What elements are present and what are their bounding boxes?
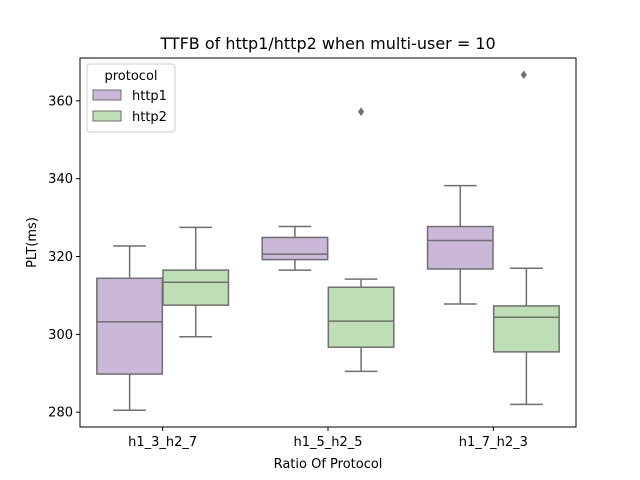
box-body [426,225,494,270]
y-axis: 280 300 320 340 360 [48,94,80,421]
x-tick-label: h1_3_h2_7 [128,435,197,450]
x-tick-label: h1_7_h2_3 [459,435,528,450]
legend-swatch-http1 [92,89,122,101]
legend-title: protocol [104,69,157,84]
box-body [96,277,164,375]
box-body [492,305,560,353]
box-http2-h1_5_h2_5 [327,107,395,373]
x-axis-title: Ratio Of Protocol [274,457,383,472]
legend-swatch-http2 [92,110,122,122]
y-axis-title: PLT(ms) [25,217,40,268]
plot-area [96,70,560,412]
box-body [162,269,230,306]
legend-label-http2: http2 [132,110,167,125]
box-http1-h1_3_h2_7 [96,245,164,412]
x-tick-label: h1_5_h2_5 [293,435,362,450]
y-tick-label: 360 [48,94,73,109]
chart-title: TTFB of http1/http2 when multi-user = 10 [159,34,495,53]
box-body [261,236,329,261]
box-body [327,286,395,348]
box-http1-h1_5_h2_5 [261,225,329,271]
box-http2-h1_3_h2_7 [162,226,230,338]
box-http2-h1_7_h2_3 [492,267,560,406]
y-tick-label: 320 [48,250,73,265]
y-tick-label: 340 [48,172,73,187]
legend: protocol http1 http2 [86,63,176,133]
box-http1-h1_7_h2_3 [426,184,494,305]
x-axis: h1_3_h2_7 h1_5_h2_5 h1_7_h2_3 [128,427,528,450]
outlier-point [357,107,365,116]
y-tick-label: 280 [48,406,73,421]
legend-label-http1: http1 [132,89,167,104]
y-tick-label: 300 [48,328,73,343]
outlier-point [520,70,527,80]
